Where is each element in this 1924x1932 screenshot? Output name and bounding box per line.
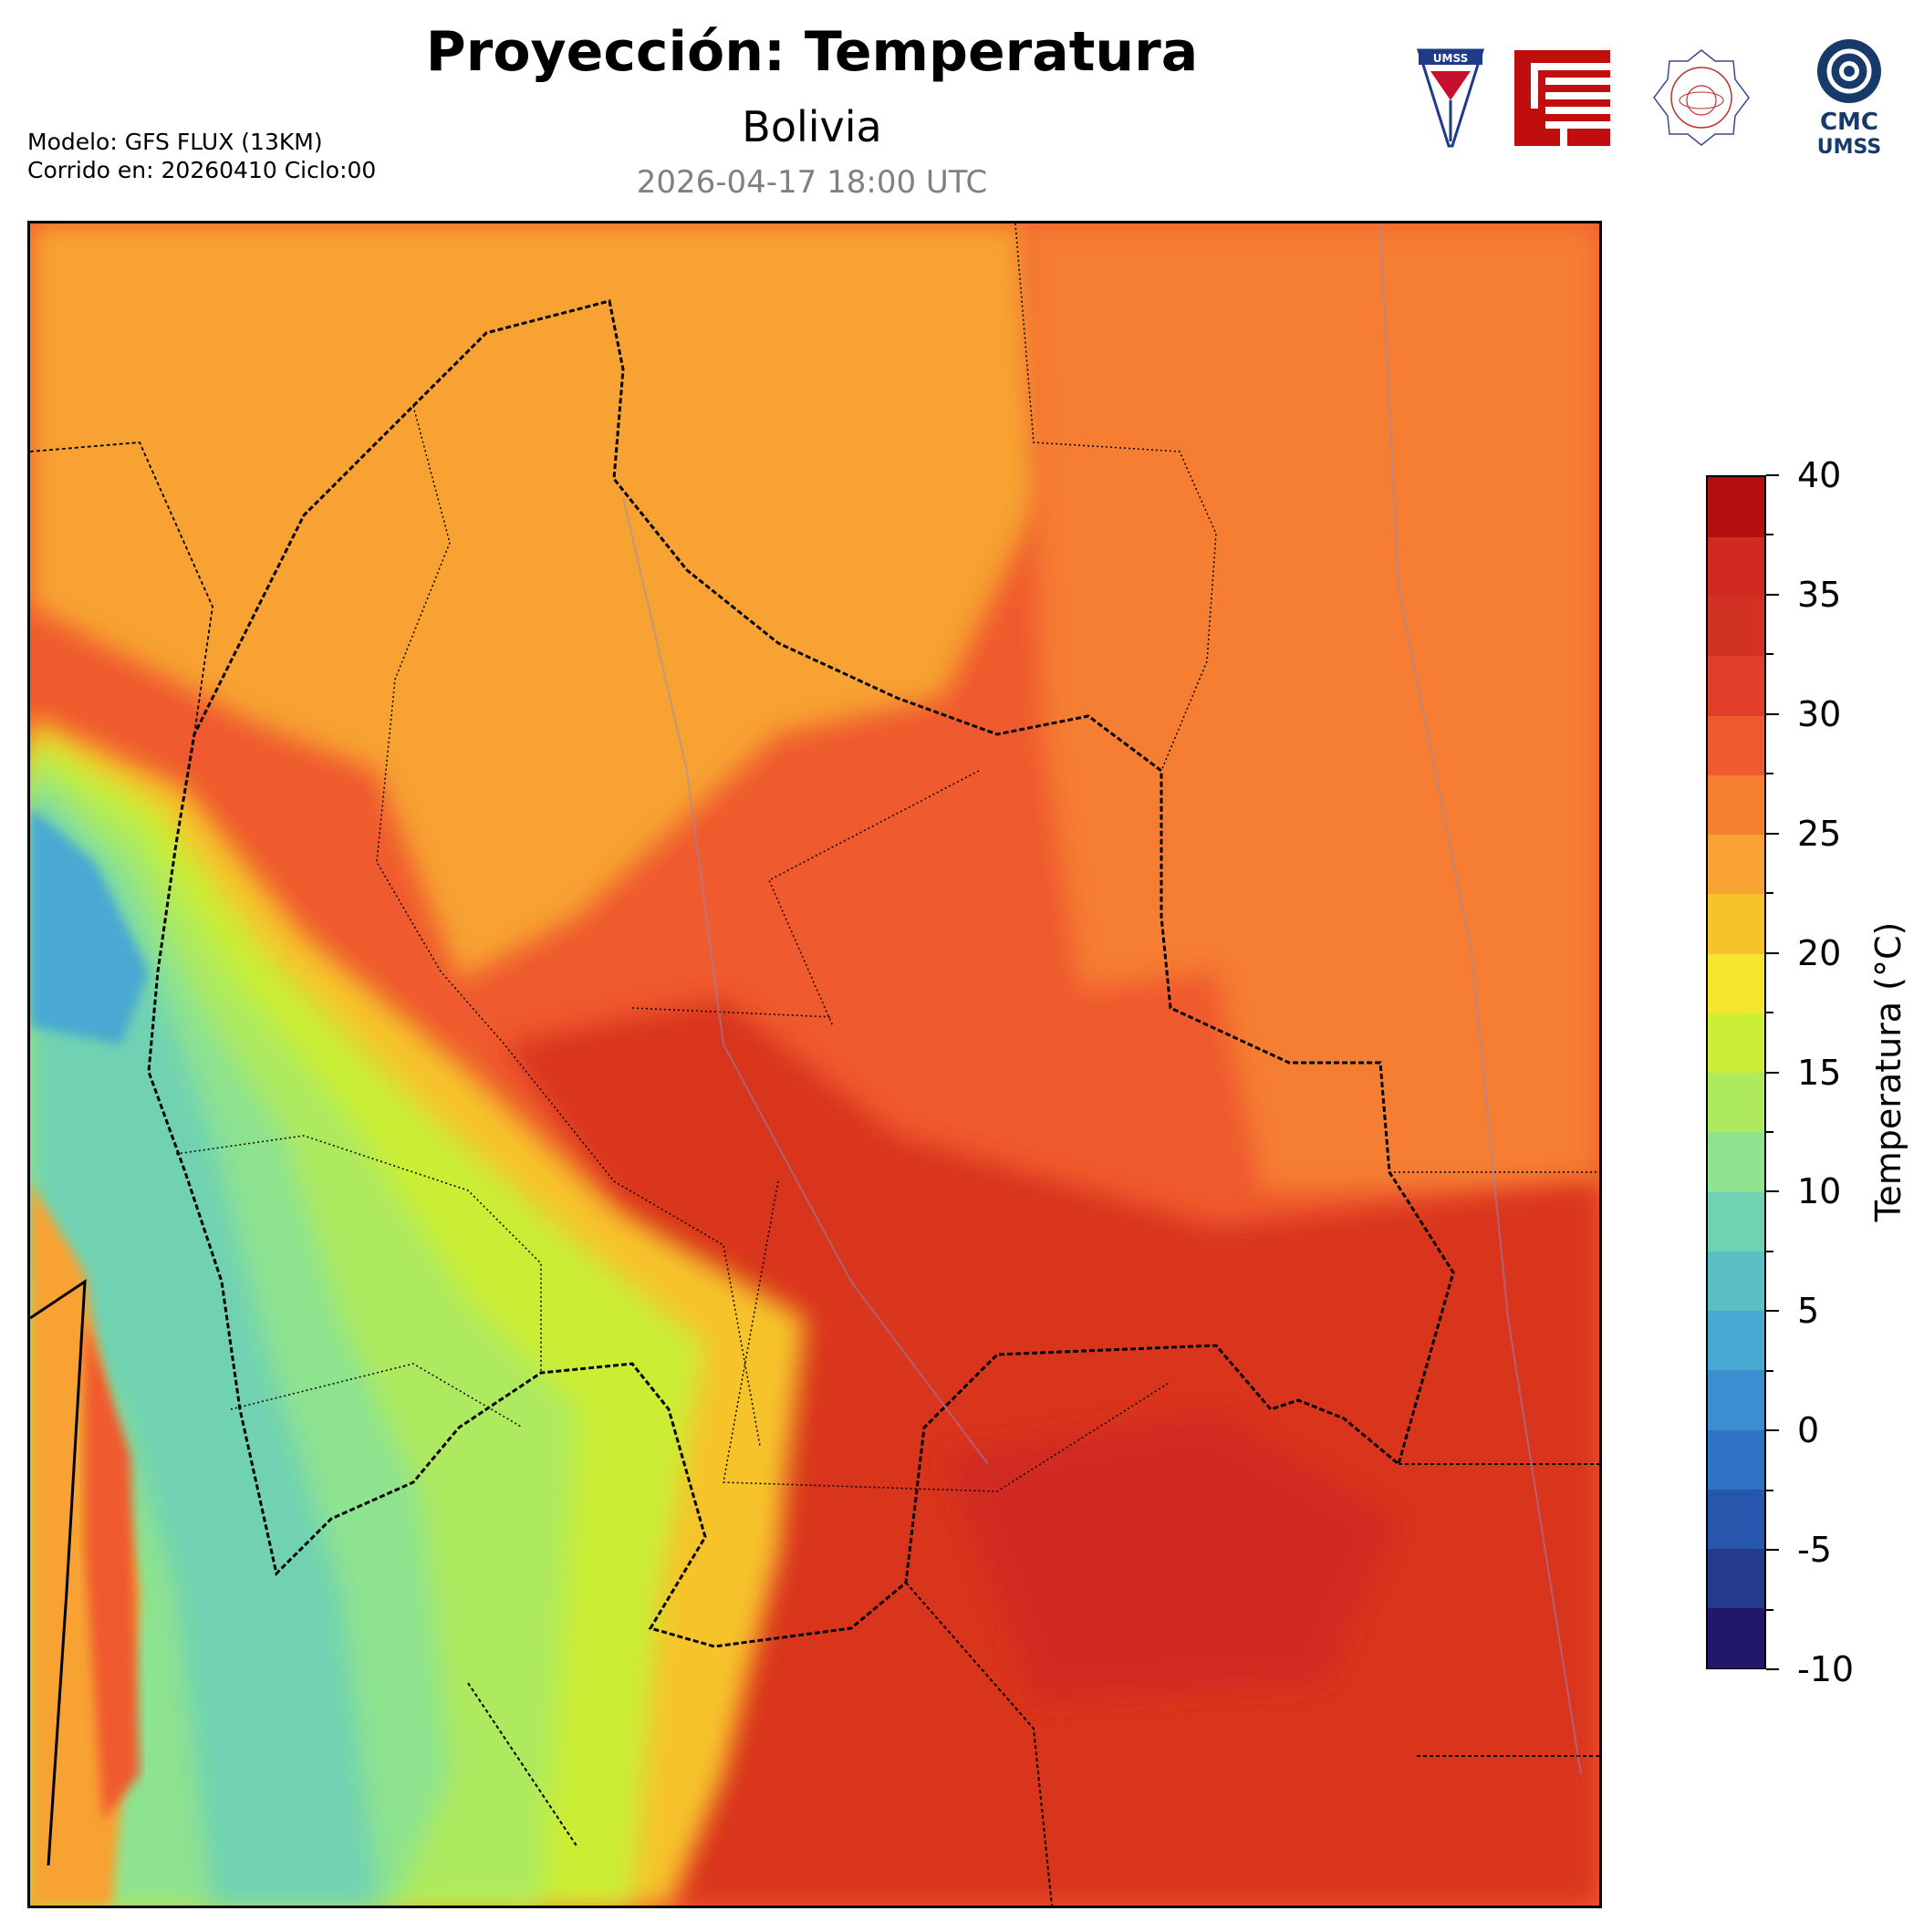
- umss-shield-logo: UMSS: [1416, 48, 1485, 148]
- colorbar-segment: [1708, 1310, 1764, 1371]
- colorbar-segment: [1708, 1251, 1764, 1312]
- colorbar-tick: [1766, 1250, 1773, 1252]
- colorbar-tick: [1766, 773, 1773, 775]
- department-boundary: [723, 1180, 1171, 1492]
- colorbar-segment: [1708, 715, 1764, 775]
- map-title: Proyección: Temperatura: [425, 20, 1199, 84]
- national-border: [147, 299, 1455, 1648]
- temperature-map: [27, 221, 1602, 1908]
- country-border: [30, 441, 213, 735]
- model-line: Modelo: GFS FLUX (13KM): [27, 129, 323, 155]
- department-boundary: [175, 1135, 542, 1373]
- colorbar-segment: [1708, 774, 1764, 836]
- colorbar-segment: [1708, 536, 1764, 597]
- temperature-colorbar: [1706, 475, 1766, 1669]
- colorbar-tick-label: 15: [1797, 1052, 1842, 1093]
- department-boundary: [376, 405, 761, 1447]
- colorbar-segment: [1708, 1429, 1764, 1490]
- run-line: Corrido en: 20260410 Ciclo:00: [27, 157, 377, 183]
- colorbar-tick-label: 0: [1797, 1410, 1820, 1451]
- colorbar-tick: [1766, 1190, 1779, 1193]
- physics-department-logo: [1653, 49, 1750, 146]
- colorbar-title: Temperatura (°C): [1868, 921, 1908, 1222]
- colorbar-segment: [1708, 596, 1764, 657]
- department-boundary: [768, 770, 980, 1027]
- cmc-logo-subtext: UMSS: [1817, 136, 1881, 159]
- north-warm-zone: [30, 223, 1043, 981]
- colorbar-tick: [1766, 1429, 1779, 1432]
- colorbar-segment: [1708, 1607, 1764, 1668]
- colorbar-tick-label: 20: [1797, 932, 1842, 973]
- colorbar-segment: [1708, 893, 1764, 954]
- colorbar-segment: [1708, 1131, 1764, 1192]
- department-boundary: [230, 1363, 524, 1428]
- colder-zone: [30, 789, 377, 1906]
- colorbar-tick-label: 10: [1797, 1171, 1842, 1212]
- cmc-logo-text: CMC: [1820, 109, 1878, 136]
- cmc-umss-logo: CMC UMSS: [1817, 39, 1881, 159]
- colorbar-tick-label: 25: [1797, 813, 1842, 854]
- colorbar-segment: [1708, 834, 1764, 895]
- river: [622, 496, 989, 1465]
- colorbar-tick-label: -10: [1797, 1649, 1855, 1689]
- country-border: [467, 1682, 578, 1848]
- model-info: Modelo: GFS FLUX (13KM) Corrido en: 2026…: [27, 128, 376, 184]
- department-boundary: [631, 1007, 834, 1018]
- temperature-map-canvas: [30, 223, 1599, 1906]
- colorbar-tick: [1766, 1071, 1779, 1074]
- logos: UMSS CMC UMSS: [1387, 36, 1907, 164]
- colorbar-tick: [1766, 832, 1779, 835]
- colorbar-tick: [1766, 1608, 1773, 1611]
- colorbar-segment: [1708, 1548, 1764, 1609]
- colorbar-tick-label: 5: [1797, 1291, 1820, 1332]
- colorbar-segment: [1708, 1369, 1764, 1430]
- colorbar-tick: [1766, 593, 1779, 596]
- colorbar-segment: [1708, 1489, 1764, 1550]
- coldest-zone: [30, 807, 149, 1044]
- country-border: [905, 1582, 1053, 1906]
- colorbar-tick: [1766, 1668, 1779, 1670]
- colorbar-tick-label: 40: [1797, 455, 1842, 495]
- country-border: [1014, 223, 1217, 772]
- colorbar-tick: [1766, 1369, 1773, 1372]
- colorbar-tick: [1766, 1549, 1779, 1552]
- hottest-zone: [942, 1409, 1399, 1701]
- colorbar-tick: [1766, 712, 1779, 715]
- colorbar-segment: [1708, 655, 1764, 716]
- colorbar-tick: [1766, 951, 1779, 954]
- faculty-logo: [1514, 50, 1610, 146]
- colorbar-segment: [1708, 477, 1764, 537]
- colorbar-tick: [1766, 653, 1773, 656]
- colorbar-segment: [1708, 1013, 1764, 1074]
- umss-logo-text: UMSS: [1433, 52, 1468, 65]
- colorbar-tick-label: -5: [1797, 1530, 1832, 1571]
- colorbar-tick-label: 35: [1797, 574, 1842, 615]
- colorbar-tick: [1766, 1130, 1773, 1133]
- colorbar-tick-label: 30: [1797, 693, 1842, 734]
- colorbar-segment: [1708, 1191, 1764, 1252]
- coastline: [30, 1279, 87, 1866]
- colorbar-tick: [1766, 1012, 1773, 1014]
- colorbar-tick: [1766, 474, 1779, 476]
- northeast-zone: [1024, 223, 1599, 1190]
- forecast-datetime: 2026-04-17 18:00 UTC: [636, 164, 988, 201]
- map-subtitle: Bolivia: [742, 102, 882, 151]
- coast-hot-strip: [85, 1318, 140, 1820]
- river: [1379, 223, 1582, 1775]
- colorbar-tick: [1766, 1310, 1779, 1313]
- colorbar-segment: [1708, 953, 1764, 1013]
- colorbar-tick: [1766, 1489, 1773, 1491]
- colorbar-tick: [1766, 892, 1773, 895]
- colorbar-tick: [1766, 534, 1773, 536]
- colorbar-segment: [1708, 1072, 1764, 1133]
